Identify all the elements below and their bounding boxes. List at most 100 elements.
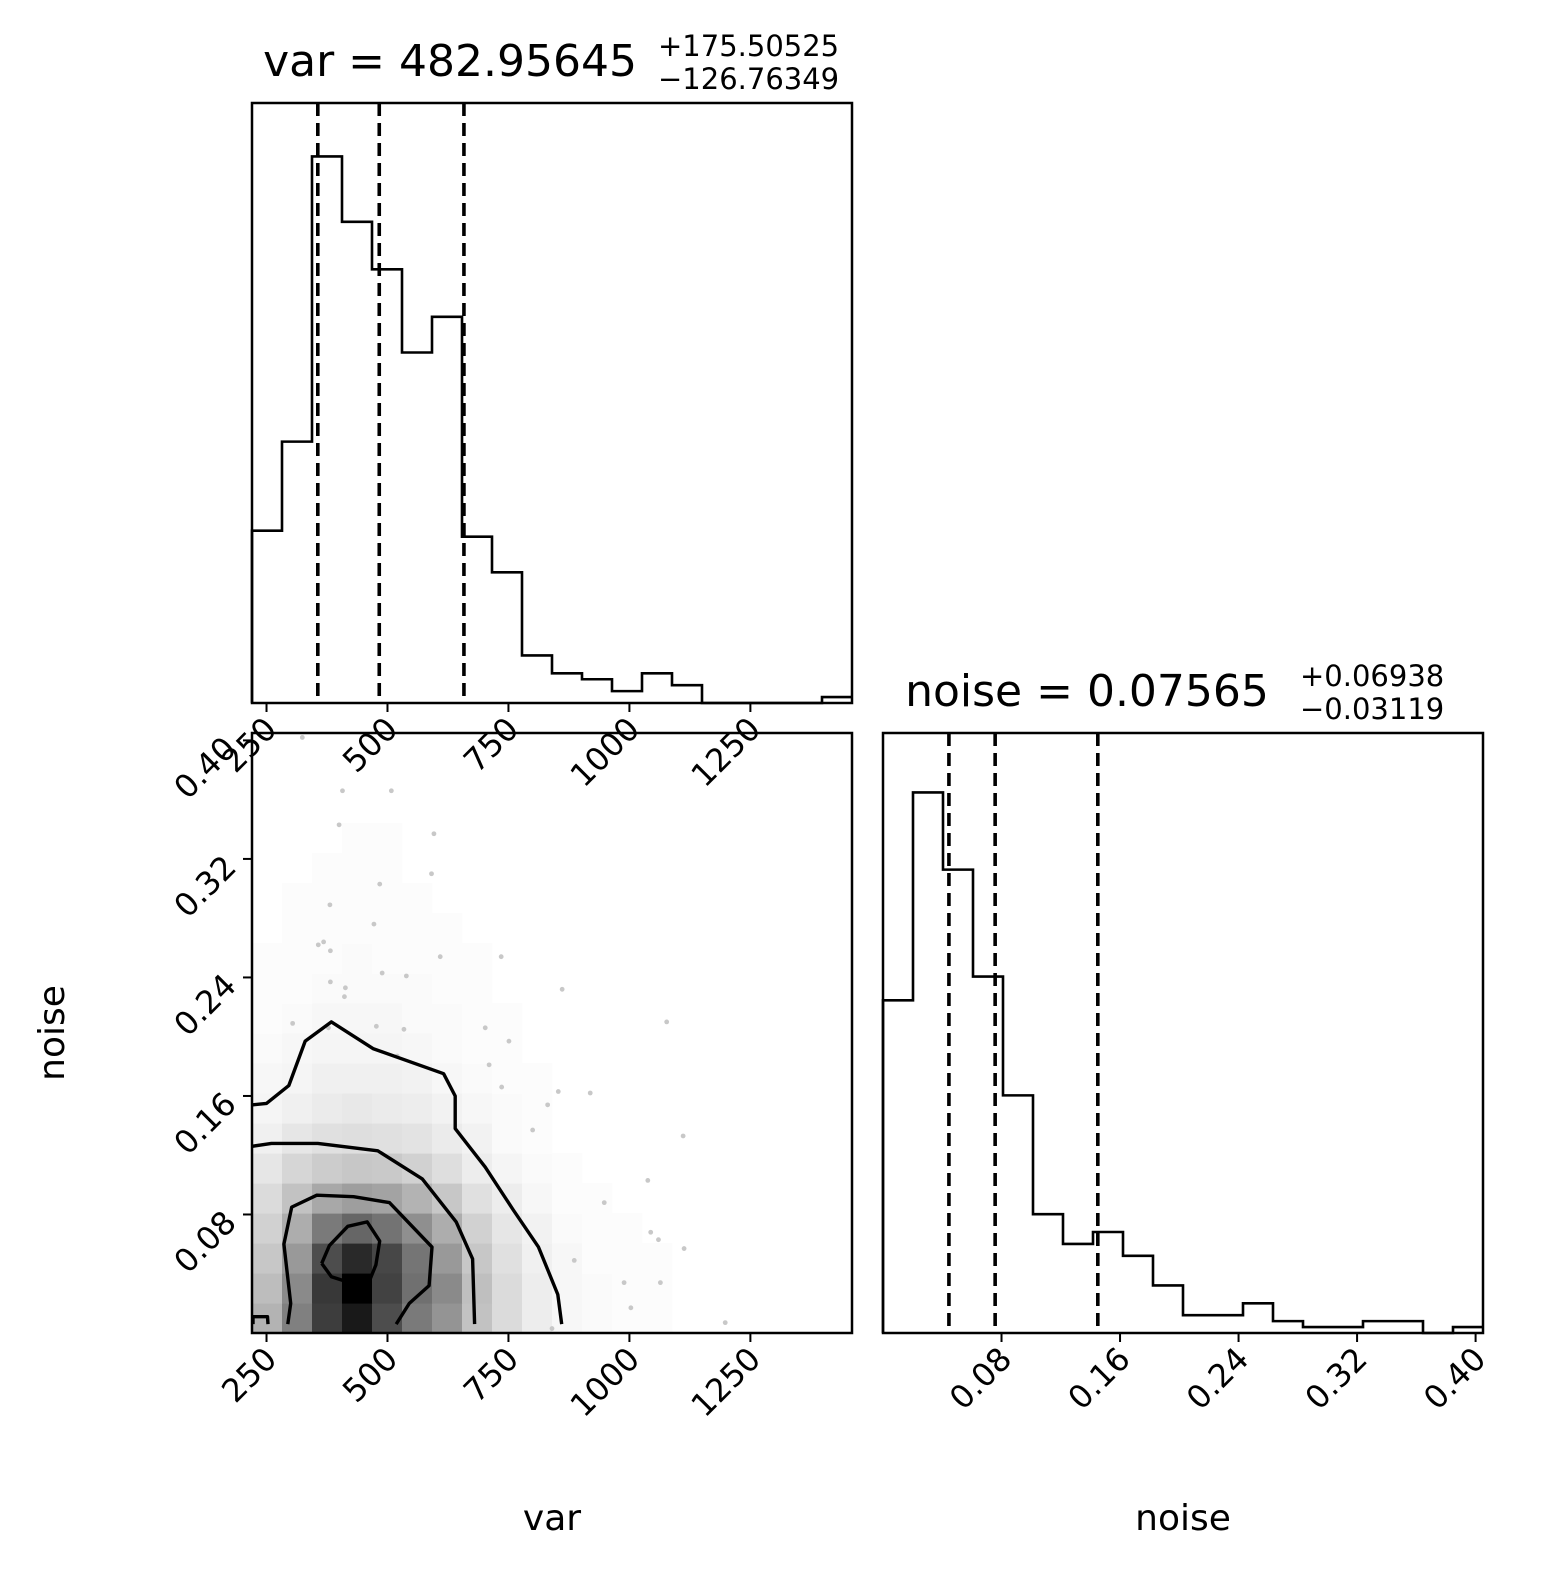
var-bar xyxy=(642,673,672,703)
noise-xtick-label: 0.32 xyxy=(1297,1340,1374,1417)
noise-bar xyxy=(913,792,943,1333)
noise-bar xyxy=(1123,1256,1153,1333)
density-cell xyxy=(462,1033,493,1064)
density-cell xyxy=(342,1063,373,1094)
density-cell xyxy=(282,1303,313,1334)
density-cell xyxy=(432,1153,463,1184)
scatter-point xyxy=(342,994,347,1000)
scatter-point xyxy=(437,954,443,960)
density-cell xyxy=(252,1273,283,1304)
density-cell xyxy=(282,1153,313,1184)
var-bar xyxy=(342,222,372,703)
density-cell xyxy=(312,1063,343,1094)
density-cell xyxy=(312,853,343,884)
density-cell xyxy=(612,1213,643,1244)
density-cell xyxy=(462,1183,493,1214)
density-cell xyxy=(582,1213,613,1244)
density-cell xyxy=(252,1093,283,1124)
density-cell xyxy=(462,1303,493,1334)
density-cell xyxy=(552,1213,583,1244)
var-bar xyxy=(372,269,402,703)
var-bar xyxy=(282,442,312,703)
density-cell xyxy=(402,1243,433,1274)
density-cell xyxy=(492,1243,523,1274)
scatter-point xyxy=(621,1280,627,1286)
density-cell xyxy=(372,1093,403,1124)
noise-bar xyxy=(1153,1285,1183,1333)
density-cell xyxy=(372,1273,403,1304)
var-bar xyxy=(612,691,642,703)
scatter-point xyxy=(506,1038,512,1044)
scatter-point xyxy=(388,788,394,794)
density-cell xyxy=(282,1093,313,1124)
density-cell xyxy=(612,1243,643,1274)
density-cell xyxy=(402,1093,433,1124)
density-cell xyxy=(342,913,373,944)
density-cell xyxy=(282,1003,313,1034)
density-cell xyxy=(342,883,373,914)
density-cell xyxy=(312,883,343,914)
scatter-point xyxy=(498,954,504,960)
density-cell xyxy=(252,1063,283,1094)
joint-xtick-label: 1250 xyxy=(684,1340,768,1424)
joint-density-frame xyxy=(250,731,854,1335)
scatter-point xyxy=(555,1089,561,1094)
density-cell xyxy=(252,973,283,1004)
var-xtick-label: 500 xyxy=(335,710,405,780)
joint-yticks: 0.080.160.240.320.40 xyxy=(166,729,252,1281)
density-cell xyxy=(252,1153,283,1184)
density-cell xyxy=(492,1003,523,1034)
scatter-point xyxy=(530,1127,536,1133)
joint-ytick-label: 0.32 xyxy=(166,848,243,925)
density-cell xyxy=(462,1003,493,1034)
noise-xlabel: noise xyxy=(1135,1498,1231,1539)
density-cell xyxy=(582,1303,613,1334)
scatter-point xyxy=(545,1102,551,1108)
density-cell xyxy=(312,1033,343,1064)
density-cell xyxy=(372,943,403,974)
var-xtick-label: 750 xyxy=(456,710,526,780)
density-cell xyxy=(342,1303,373,1334)
contour-inner xyxy=(320,1220,382,1298)
density-cell xyxy=(372,883,403,914)
density-cell xyxy=(522,1153,553,1184)
density-cell xyxy=(282,973,313,1004)
density-cell xyxy=(342,1093,373,1124)
noise-bar xyxy=(1183,1315,1213,1333)
density-cell xyxy=(372,973,403,1004)
noise-bar xyxy=(1213,1315,1243,1333)
density-cell xyxy=(552,1243,583,1274)
scatter-point xyxy=(628,1305,634,1311)
var-title-upper-error: +175.50525 xyxy=(658,29,839,63)
scatter-point xyxy=(373,1023,379,1029)
density-cell xyxy=(462,1213,493,1244)
density-cell xyxy=(492,1273,523,1304)
var-quantile-lines xyxy=(316,103,466,703)
density-cell xyxy=(432,973,463,1004)
scatter-point xyxy=(656,1237,661,1243)
density-cell xyxy=(522,1063,553,1094)
joint-density-panel: 250 500 750 1000 1250 0.080.160.240.320.40 xyxy=(166,729,854,1424)
scatter-point xyxy=(336,822,342,828)
var-histogram-xticks: 250 500 750 1000 1250 xyxy=(214,703,768,794)
var-bar xyxy=(522,655,552,703)
density-cell xyxy=(582,1243,613,1274)
density-cell xyxy=(252,1213,283,1244)
joint-xtick-label: 1000 xyxy=(563,1340,647,1424)
density-cell xyxy=(462,943,493,974)
scatter-point xyxy=(722,1320,728,1326)
scatter-point xyxy=(681,1246,687,1251)
noise-xtick-label: 0.40 xyxy=(1416,1340,1493,1417)
density-cell xyxy=(432,1123,463,1154)
var-bar xyxy=(462,537,492,703)
density-cell xyxy=(402,1003,433,1034)
density-cell xyxy=(252,1003,283,1034)
density-cell xyxy=(282,883,313,914)
density-cell xyxy=(552,1303,583,1334)
density-cell xyxy=(522,1123,553,1154)
var-histogram-panel: 250 500 750 1000 1250 xyxy=(214,101,854,794)
density-cell xyxy=(492,1153,523,1184)
density-cell xyxy=(462,1123,493,1154)
density-cell xyxy=(282,943,313,974)
